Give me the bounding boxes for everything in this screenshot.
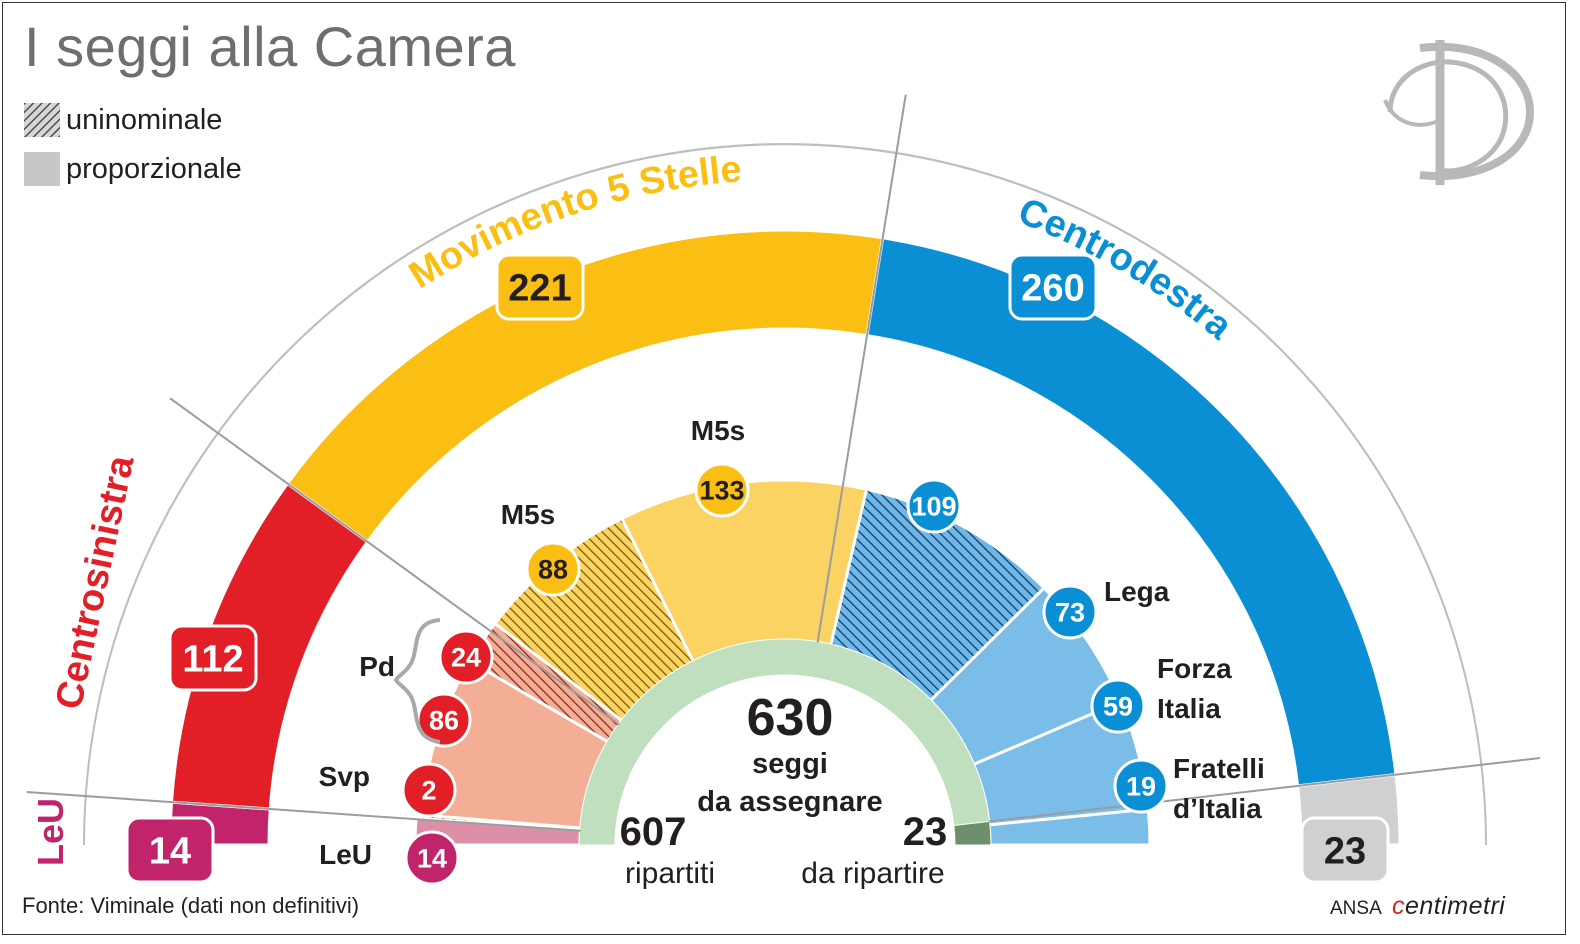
party-badge-9-value: 19 <box>1126 772 1156 802</box>
party-badge-0-value: 14 <box>417 844 447 874</box>
coalition-badge-0: 14 <box>125 816 215 884</box>
party-badge-5-value: 133 <box>699 476 744 506</box>
chart-frame <box>2 2 1566 935</box>
party-badge-5: 133 <box>694 462 750 518</box>
party-badge-7: 73 <box>1042 584 1098 640</box>
party-badge-4-value: 88 <box>538 555 568 585</box>
party-badge-1-value: 2 <box>421 776 436 806</box>
party-badge-5-circle <box>694 462 750 518</box>
party-badge-2-value: 86 <box>429 706 459 736</box>
legend-item-uninominale: uninominale <box>24 102 222 138</box>
divider-line-3 <box>988 757 1541 823</box>
party-label-forza: Forza <box>1157 653 1232 684</box>
party-badge-3-value: 24 <box>451 643 481 673</box>
coalition-badge-4-box <box>1300 816 1390 884</box>
party-badge-9: 19 <box>1113 758 1169 814</box>
party-label-svp: Svp <box>319 761 370 792</box>
coalition-badge-2-value: 221 <box>508 268 571 310</box>
coalition-badge-2-box <box>495 253 585 321</box>
party-badge-3: 24 <box>438 629 494 685</box>
party-label-pd: Pd <box>359 651 395 682</box>
coalition-badge-3-box <box>1008 253 1098 321</box>
party-label-fratelli: Fratelli <box>1173 753 1265 784</box>
source-note: Fonte: Viminale (dati non definitivi) <box>22 893 360 918</box>
credit-studio: centimetri <box>1392 892 1506 920</box>
party-badge-0: 14 <box>404 830 460 886</box>
coalition-badge-0-box <box>125 816 215 884</box>
coalition-badge-4: 23 <box>1300 816 1390 884</box>
legend-item-proporzionale: proporzionale <box>24 151 242 187</box>
coalition-badge-2: 221 <box>495 253 585 321</box>
total-label-2: da assegnare <box>697 786 882 818</box>
party-label-m5s-prop: M5s <box>691 415 745 446</box>
pd-brace <box>393 618 441 744</box>
coalition-badge-0-value: 14 <box>149 831 191 873</box>
coalition-badge-3: 260 <box>1008 253 1098 321</box>
party-badge-1: 2 <box>401 762 457 818</box>
legend-label: uninominale <box>66 103 223 136</box>
divider-line-2 <box>816 94 907 643</box>
solid-swatch-icon <box>24 152 60 186</box>
chart-title: I seggi alla Camera <box>24 15 516 78</box>
coalition-badge-3-value: 260 <box>1021 268 1084 310</box>
coalition-badge-1-box <box>168 624 258 692</box>
assigned-arc <box>578 638 991 846</box>
divider-line-1 <box>169 397 620 726</box>
party-label-leu: LeU <box>319 839 372 870</box>
party-badge-6-value: 109 <box>911 492 956 522</box>
party-badge-7-value: 73 <box>1055 598 1085 628</box>
coalition-badge-4-value: 23 <box>1324 831 1366 873</box>
coalition-badge-1-value: 112 <box>182 639 243 681</box>
party-badge-4: 88 <box>525 541 581 597</box>
coalition-label-centrosinistra: Centrosinistra <box>48 451 143 713</box>
assigned-label: ripartiti <box>625 857 715 890</box>
party-badge-8-circle <box>1090 678 1146 734</box>
divider-line-0 <box>26 790 581 832</box>
total-value: 630 <box>747 689 834 747</box>
party-badge-3-circle <box>438 629 494 685</box>
party-label-lega: Lega <box>1104 576 1170 607</box>
party-badge-0-circle <box>404 830 460 886</box>
camera-emblem-icon <box>1383 40 1535 185</box>
party-label-ditalia: d’Italia <box>1173 793 1262 824</box>
coalition-badge-1: 112 <box>168 624 258 692</box>
party-badge-4-circle <box>525 541 581 597</box>
total-label-1: seggi <box>752 748 828 780</box>
unassigned-label: da ripartire <box>801 857 944 890</box>
party-label-italia: Italia <box>1157 693 1221 724</box>
unassigned-arc <box>953 820 992 846</box>
party-badge-9-circle <box>1113 758 1169 814</box>
unassigned-value: 23 <box>903 810 948 854</box>
assigned-value: 607 <box>620 810 687 854</box>
hatched-swatch-icon <box>24 103 60 137</box>
party-label-m5s-uni: M5s <box>501 499 555 530</box>
coalition-label-leu: LeU <box>30 798 71 866</box>
credit-agency: ANSA <box>1330 898 1382 919</box>
party-badge-6-circle <box>906 478 962 534</box>
party-badge-6: 109 <box>906 478 962 534</box>
party-badge-8-value: 59 <box>1103 692 1133 722</box>
party-badge-1-circle <box>401 762 457 818</box>
party-badge-7-circle <box>1042 584 1098 640</box>
party-badge-8: 59 <box>1090 678 1146 734</box>
legend-label: proporzionale <box>66 152 242 185</box>
